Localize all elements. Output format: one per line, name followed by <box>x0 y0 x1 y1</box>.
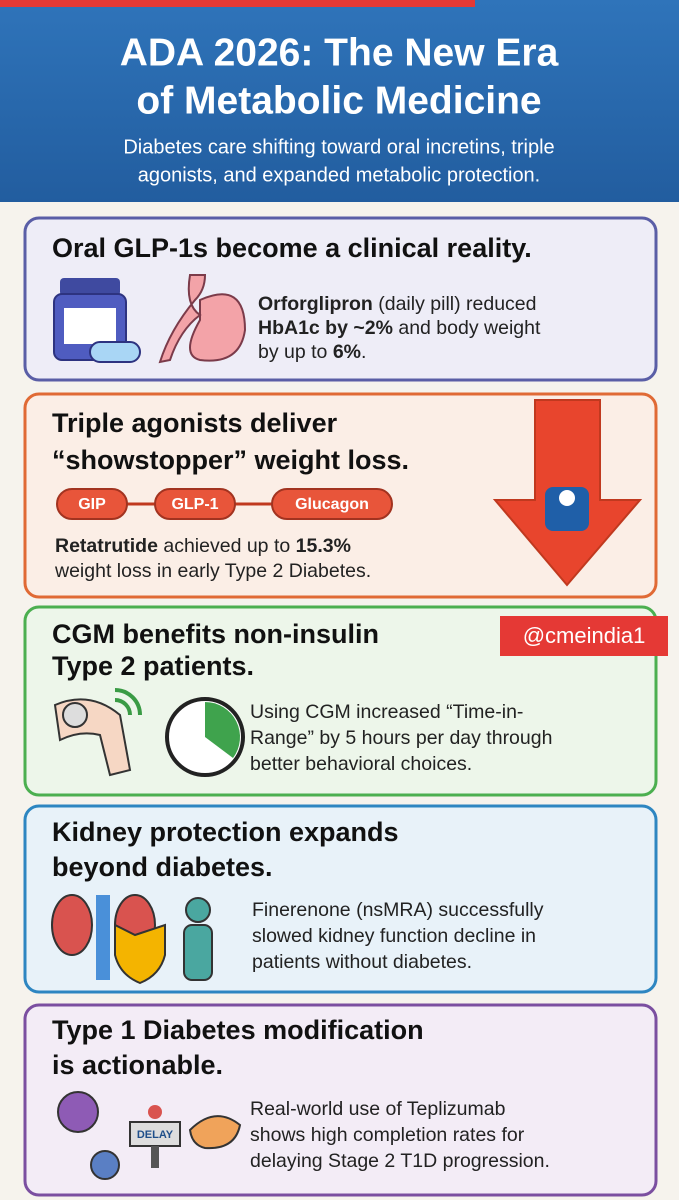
card-body-line: HbA1c by ~2% and body weight <box>258 317 541 339</box>
card-body-line: Orforglipron (daily pill) reduced <box>258 293 536 315</box>
card-body-line: Real-world use of Teplizumab <box>250 1098 506 1120</box>
icon-label: DELAY <box>137 1129 174 1141</box>
body-run: patients without diabetes. <box>252 951 472 973</box>
scale <box>545 487 589 531</box>
kidney <box>51 894 93 956</box>
body-run: shows high completion rates for <box>250 1124 525 1146</box>
shield <box>114 923 166 985</box>
capsule <box>89 341 141 363</box>
sensor <box>62 702 88 728</box>
card-icon <box>51 894 213 985</box>
card-body-line: better behavioral choices. <box>250 753 472 775</box>
body-run: Real-world use of Teplizumab <box>250 1098 506 1120</box>
card-title: Triple agonists deliver <box>52 408 338 438</box>
body-run: Retatrutide <box>55 535 158 557</box>
person-body <box>183 924 213 981</box>
card-box <box>23 804 658 994</box>
card-title: beyond diabetes. <box>52 852 273 882</box>
pancreas <box>188 1115 242 1150</box>
title: of Metabolic Medicine <box>136 79 541 122</box>
card-body-line: slowed kidney function decline in <box>252 925 536 947</box>
body-run: HbA1c by ~2% <box>258 317 393 339</box>
card: Triple agonists deliver “showstopper” wei… <box>23 392 658 599</box>
card-box <box>23 216 658 382</box>
lever-knob <box>148 1105 162 1119</box>
card-icon <box>53 274 247 364</box>
tag-pill <box>271 488 393 520</box>
body-run: Using CGM increased “Time-in- <box>250 701 523 723</box>
body-run: slowed kidney function decline in <box>252 925 536 947</box>
card-body-line: shows high completion rates for <box>250 1124 525 1146</box>
scale-dial <box>559 490 575 506</box>
tag-pill <box>154 488 236 520</box>
card-icon: DELAY <box>57 1091 242 1180</box>
card-body-line: Using CGM increased “Time-in- <box>250 701 523 723</box>
tag-label: Glucagon <box>295 496 369 513</box>
bottle-label <box>64 308 116 344</box>
person-head <box>185 897 211 923</box>
body-run: . <box>361 341 366 363</box>
card-title: Kidney protection expands <box>52 817 399 847</box>
watermark: @cmeindia1 <box>523 623 646 648</box>
virus <box>57 1091 99 1133</box>
card-title: CGM benefits non-insulin <box>52 619 379 649</box>
signal <box>114 688 142 716</box>
bottle-cap <box>60 278 120 296</box>
sign-post <box>151 1146 159 1168</box>
body-run: delaying Stage 2 T1D progression. <box>250 1150 550 1172</box>
header-band <box>0 0 679 202</box>
tag-pill <box>56 488 128 520</box>
body-run: by up to <box>258 341 333 363</box>
card-body-line: patients without diabetes. <box>252 951 472 973</box>
tag-label: GIP <box>78 496 106 513</box>
top-accent <box>0 0 475 7</box>
card-box <box>23 1003 658 1197</box>
body-run: achieved up to <box>158 535 296 557</box>
watermark-box <box>500 616 668 656</box>
card-title: Type 1 Diabetes modification <box>52 1015 424 1045</box>
body-run: weight loss in early Type 2 Diabetes. <box>54 560 371 582</box>
subtitle: agonists, and expanded metabolic protect… <box>138 164 541 186</box>
card-title: Type 2 patients. <box>52 651 254 681</box>
body-run: 6% <box>333 341 361 363</box>
virus <box>90 1150 120 1180</box>
card-icon: GIP GLP-1 Glucagon <box>56 399 643 587</box>
card-title: is actionable. <box>52 1050 223 1080</box>
body-run: better behavioral choices. <box>250 753 472 775</box>
tag-label: GLP-1 <box>171 496 218 513</box>
card-body-line: by up to 6%. <box>258 341 366 363</box>
subtitle: Diabetes care shifting toward oral incre… <box>123 136 554 158</box>
body-run: and body weight <box>393 317 541 339</box>
vessels <box>96 895 110 980</box>
body-run: (daily pill) reduced <box>373 293 537 315</box>
stomach <box>158 274 247 364</box>
title: ADA 2026: The New Era <box>120 31 559 74</box>
card-title: “showstopper” weight loss. <box>52 445 409 475</box>
body-run: 15.3% <box>296 535 351 557</box>
body-run: Orforglipron <box>258 293 373 315</box>
sign <box>129 1121 181 1147</box>
card-body-line: delaying Stage 2 T1D progression. <box>250 1150 550 1172</box>
card: Oral GLP-1s become a clinical reality. Or… <box>23 216 658 382</box>
card-icon <box>53 688 245 777</box>
card: Type 1 Diabetes modification is actionabl… <box>23 1003 658 1197</box>
body-run: Range” by 5 hours per day through <box>250 727 552 749</box>
card-title: Oral GLP-1s become a clinical reality. <box>52 233 532 263</box>
card: Kidney protection expands beyond diabetes… <box>23 804 658 994</box>
body-run: Finerenone (nsMRA) successfully <box>252 899 544 921</box>
card-body-line: Retatrutide achieved up to 15.3% <box>55 535 351 557</box>
clock-fill <box>205 702 241 758</box>
card-body-line: Finerenone (nsMRA) successfully <box>252 899 544 921</box>
card-body-line: weight loss in early Type 2 Diabetes. <box>54 560 371 582</box>
card-body-line: Range” by 5 hours per day through <box>250 727 552 749</box>
